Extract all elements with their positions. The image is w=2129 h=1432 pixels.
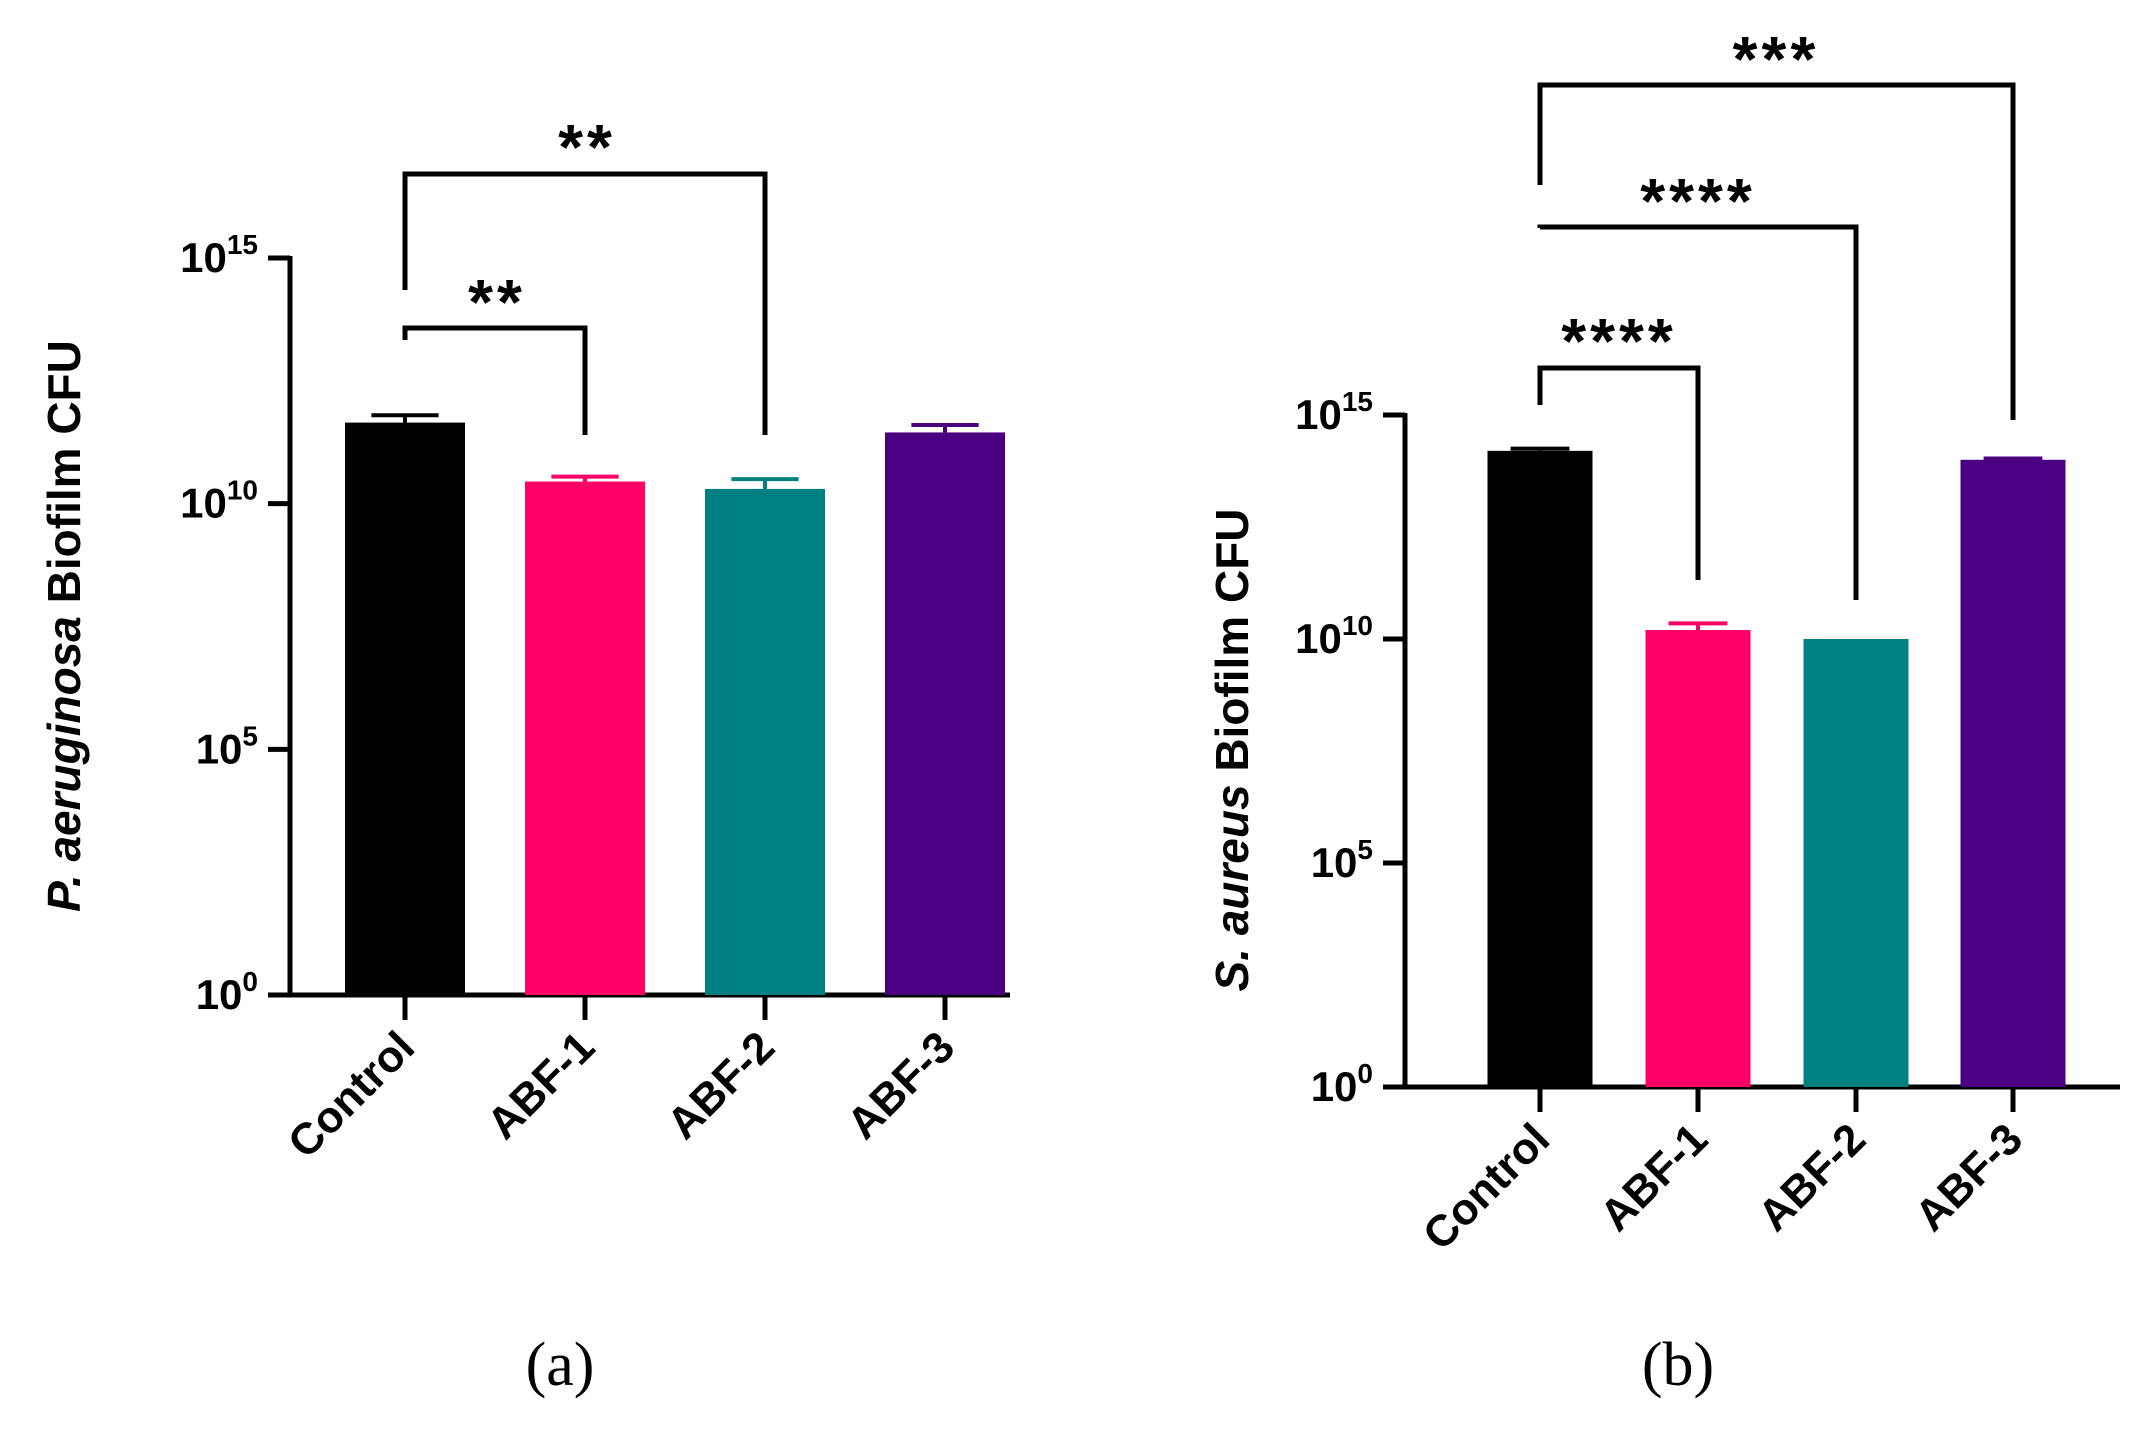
x-tick-label: ABF-1 — [1591, 1114, 1717, 1240]
y-tick-label: 1015 — [180, 229, 258, 281]
bar-abf-2 — [1803, 639, 1909, 1087]
y-axis-label-species: P. aeruginosa — [38, 616, 90, 912]
y-axis-label: S. aureus Biofilm CFU — [1206, 508, 1258, 991]
y-axis-label: P. aeruginosa Biofilm CFU — [38, 340, 90, 912]
bar-control — [345, 422, 465, 995]
y-tick-exponent: 5 — [242, 720, 258, 751]
significance-bracket — [402, 171, 768, 435]
bar-abf-1 — [525, 481, 645, 996]
y-tick-base: 10 — [196, 971, 243, 1018]
y-tick-exponent: 0 — [1357, 1058, 1373, 1089]
y-tick-exponent: 5 — [1357, 834, 1373, 865]
y-tick-label: 105 — [196, 720, 258, 772]
x-tick-label: ABF-2 — [658, 1022, 784, 1148]
y-tick-exponent: 0 — [242, 966, 258, 997]
significance-bracket — [1537, 82, 2016, 420]
y-tick-base: 10 — [1311, 1063, 1358, 1110]
y-tick-base: 10 — [180, 234, 227, 281]
y-tick-base: 10 — [196, 725, 243, 772]
y-tick-label: 1015 — [1295, 386, 1373, 438]
y-axis-label-rest: Biofilm CFU — [1206, 508, 1258, 784]
significance-bracket — [1537, 224, 1859, 600]
y-axis-label-species: S. aureus — [1206, 784, 1258, 991]
bar-abf-3 — [1960, 459, 2066, 1087]
bar-abf-3 — [885, 432, 1005, 995]
y-tick-base: 10 — [1295, 615, 1342, 662]
y-tick-base: 10 — [1295, 391, 1342, 438]
x-tick-label: ABF-1 — [478, 1022, 604, 1148]
y-tick-exponent: 15 — [1342, 386, 1373, 417]
bar-abf-2 — [705, 488, 825, 995]
significance-stars: ** — [468, 266, 526, 338]
y-tick-base: 10 — [1311, 839, 1358, 886]
x-tick-label: Control — [279, 1022, 424, 1167]
panel-label: (b) — [1642, 1331, 1714, 1399]
y-tick-label: 105 — [1311, 834, 1373, 886]
y-tick-label: 100 — [196, 966, 258, 1018]
x-tick-label: Control — [1414, 1114, 1559, 1259]
significance-stars: *** — [1733, 23, 1820, 95]
x-tick-label: ABF-3 — [838, 1022, 964, 1148]
significance-bracket — [1537, 365, 1701, 580]
significance-stars: ** — [558, 111, 616, 183]
y-tick-exponent: 10 — [1342, 610, 1373, 641]
bar-abf-1 — [1645, 630, 1751, 1087]
x-tick-label: ABF-3 — [1906, 1114, 2032, 1240]
significance-stars: **** — [1640, 165, 1756, 237]
y-tick-label: 1010 — [1295, 610, 1373, 662]
y-tick-label: 100 — [1311, 1058, 1373, 1110]
y-tick-label: 1010 — [180, 475, 258, 527]
bar-control — [1487, 450, 1593, 1088]
y-tick-exponent: 10 — [227, 475, 258, 506]
y-tick-base: 10 — [180, 480, 227, 527]
y-axis-label-rest: Biofilm CFU — [38, 340, 90, 616]
x-tick-label: ABF-2 — [1749, 1114, 1875, 1240]
panel-label: (a) — [526, 1331, 595, 1399]
significance-stars: **** — [1561, 305, 1677, 377]
significance-bracket — [402, 325, 588, 435]
y-tick-exponent: 15 — [227, 229, 258, 260]
